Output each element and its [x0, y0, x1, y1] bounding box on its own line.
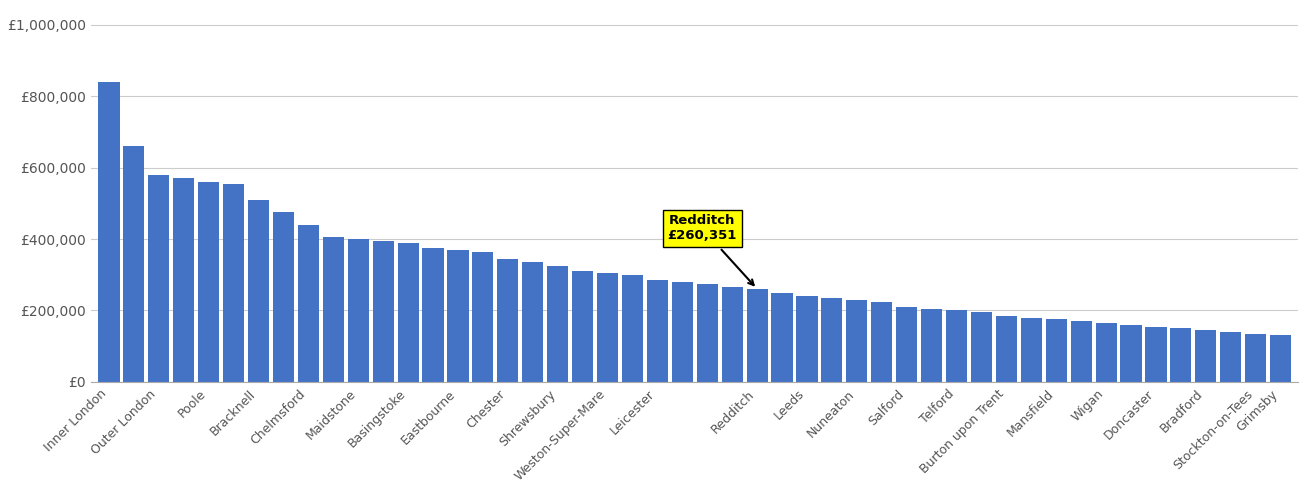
Bar: [123, 146, 145, 382]
Bar: [596, 273, 619, 382]
Bar: [1146, 326, 1167, 382]
Bar: [322, 237, 345, 382]
Bar: [1220, 332, 1241, 382]
Bar: [746, 289, 767, 382]
Bar: [672, 282, 693, 382]
Bar: [273, 212, 294, 382]
Bar: [872, 301, 893, 382]
Bar: [174, 178, 194, 382]
Bar: [198, 182, 219, 382]
Bar: [996, 316, 1017, 382]
Bar: [149, 175, 170, 382]
Bar: [796, 296, 817, 382]
Bar: [223, 184, 244, 382]
Bar: [98, 82, 120, 382]
Bar: [248, 200, 269, 382]
Bar: [771, 293, 792, 382]
Bar: [398, 243, 419, 382]
Bar: [971, 312, 992, 382]
Bar: [697, 284, 718, 382]
Bar: [497, 259, 518, 382]
Bar: [1270, 336, 1291, 382]
Bar: [821, 298, 843, 382]
Bar: [372, 241, 394, 382]
Bar: [1245, 334, 1266, 382]
Bar: [547, 266, 568, 382]
Bar: [1121, 325, 1142, 382]
Bar: [472, 251, 493, 382]
Bar: [1095, 323, 1117, 382]
Bar: [1171, 328, 1191, 382]
Bar: [448, 250, 468, 382]
Bar: [921, 309, 942, 382]
Text: Redditch
£260,351: Redditch £260,351: [668, 215, 754, 285]
Bar: [1070, 321, 1092, 382]
Bar: [622, 275, 643, 382]
Bar: [298, 225, 318, 382]
Bar: [1021, 318, 1041, 382]
Bar: [722, 287, 743, 382]
Bar: [347, 239, 369, 382]
Bar: [522, 262, 543, 382]
Bar: [423, 248, 444, 382]
Bar: [946, 311, 967, 382]
Bar: [647, 280, 668, 382]
Bar: [897, 307, 917, 382]
Bar: [572, 271, 594, 382]
Bar: [1045, 319, 1067, 382]
Bar: [846, 300, 868, 382]
Bar: [1195, 330, 1216, 382]
